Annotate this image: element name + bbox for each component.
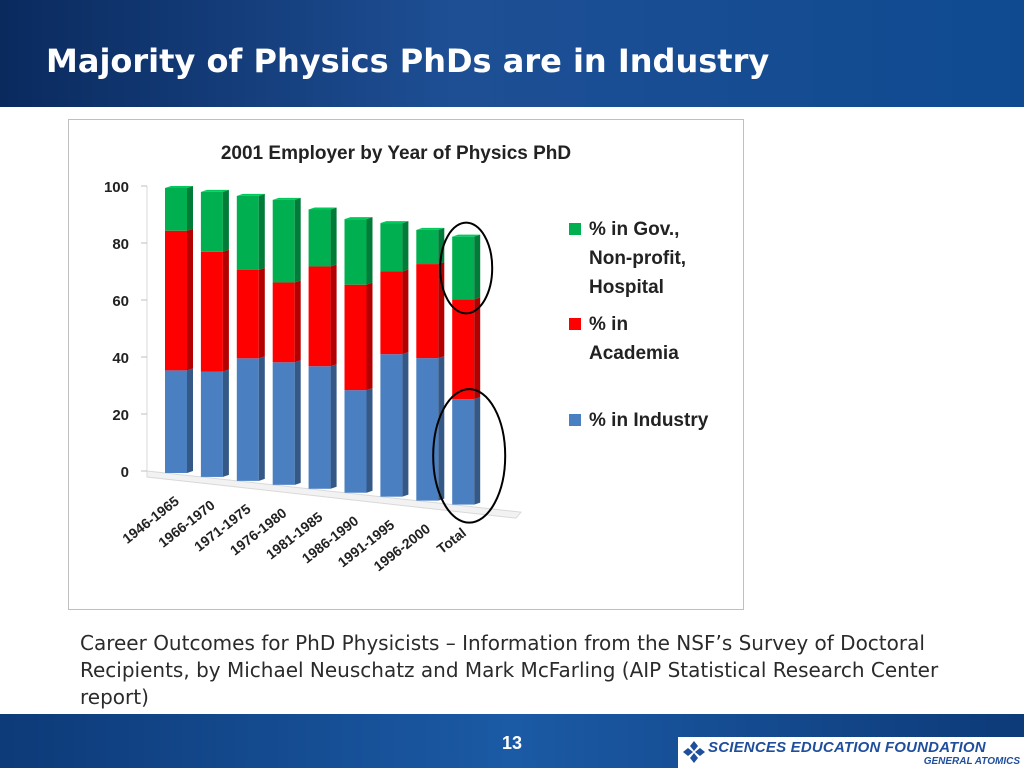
chart-panel: 2001 Employer by Year of Physics PhD 0 20 4… xyxy=(68,119,744,610)
bar-segment-side xyxy=(330,207,337,267)
x-tick-label: Total xyxy=(434,524,469,557)
bar-segment xyxy=(200,191,223,252)
bar-segment-side xyxy=(366,388,373,493)
logo-subname: GENERAL ATOMICS xyxy=(923,756,1020,767)
bar-segment xyxy=(380,223,403,272)
y-tick-label: 80 xyxy=(112,236,129,253)
bar-segment xyxy=(165,187,187,231)
bar-segment xyxy=(452,299,475,400)
bar-segment xyxy=(308,209,331,267)
bar-segment xyxy=(308,266,331,367)
bar-segment-side xyxy=(366,282,373,391)
y-tick-label: 100 xyxy=(104,179,129,196)
y-tick-label: 0 xyxy=(121,464,129,481)
bar-segment-side xyxy=(222,369,229,477)
legend-label: Hospital xyxy=(589,277,664,298)
bar-segment-side xyxy=(402,269,409,355)
bar-segment xyxy=(416,229,439,265)
y-tick-label: 20 xyxy=(112,407,129,424)
bar-top xyxy=(165,185,193,188)
bar-segment-side xyxy=(330,364,337,489)
bar-top xyxy=(236,193,265,196)
bar-segment-side xyxy=(258,356,265,481)
page-number: 13 xyxy=(501,733,523,753)
bar-segment-side xyxy=(438,356,445,501)
bar-segment xyxy=(452,236,475,300)
bar-top xyxy=(452,234,481,237)
legend-label: % in xyxy=(589,314,628,335)
bar-segment-side xyxy=(187,368,193,473)
bar-segment-side xyxy=(294,360,301,485)
y-tick-label: 40 xyxy=(112,350,129,367)
chart-title: 2001 Employer by Year of Physics PhD xyxy=(221,143,571,164)
bar-top xyxy=(200,189,229,192)
legend-label: % in Industry xyxy=(589,410,709,431)
bar-segment xyxy=(236,269,259,359)
bar-segment xyxy=(452,399,475,505)
bar-segment xyxy=(236,358,259,481)
bar-segment-side xyxy=(187,228,193,371)
bar-segment-side xyxy=(294,197,301,283)
bar-segment-side xyxy=(294,280,301,363)
legend-label: Non-profit, xyxy=(589,248,686,269)
bar-segment xyxy=(380,354,403,497)
bar-segment-side xyxy=(187,185,193,231)
bar-segment xyxy=(200,371,223,477)
bar-segment xyxy=(200,251,223,372)
bar-segment-side xyxy=(222,249,229,372)
slide-title: Majority of Physics PhDs are in Industry xyxy=(46,42,770,80)
bar-top xyxy=(308,207,337,210)
bar-segment-side xyxy=(474,397,481,505)
stacked-bar-chart: 2001 Employer by Year of Physics PhD 0 20 4… xyxy=(104,143,709,574)
bar-segment xyxy=(236,195,259,270)
y-tick-label: 60 xyxy=(112,293,129,310)
bar-segment xyxy=(308,366,331,489)
bar-segment xyxy=(416,264,439,359)
chart-floor xyxy=(146,470,522,519)
bar-segment-side xyxy=(402,221,409,272)
bar-segment xyxy=(165,230,187,371)
bar-segment-side xyxy=(474,297,481,400)
bar-segment-side xyxy=(330,264,337,367)
bar-top xyxy=(344,217,373,220)
bar-segment-side xyxy=(258,267,265,359)
foundation-logo: SCIENCES EDUCATION FOUNDATION GENERAL AT… xyxy=(678,737,1024,768)
logo-name: SCIENCES EDUCATION FOUNDATION xyxy=(708,739,986,756)
slide-header: Majority of Physics PhDs are in Industry xyxy=(0,0,1024,107)
bar-segment-side xyxy=(366,217,373,285)
bar-segment xyxy=(272,199,295,283)
bar-segment xyxy=(272,362,295,485)
chart-caption: Career Outcomes for PhD Physicists – Inf… xyxy=(80,631,939,709)
bar-segment-side xyxy=(402,352,409,497)
bar-segment-side xyxy=(258,193,265,270)
bar-segment-side xyxy=(474,234,481,300)
bar-segment-side xyxy=(438,227,445,265)
bar-segment xyxy=(344,390,367,493)
bar-segment xyxy=(344,219,367,285)
bar-top xyxy=(380,221,409,224)
bar-segment xyxy=(272,282,295,363)
annotation-circle-gov xyxy=(439,221,494,315)
logo-diamond-icon xyxy=(683,741,705,763)
bar-segment xyxy=(380,271,403,355)
annotation-circle-industry xyxy=(432,388,507,524)
bar-segment xyxy=(165,370,187,473)
bar-top xyxy=(272,197,301,200)
legend-swatch xyxy=(569,223,581,235)
bar-segment xyxy=(344,284,367,391)
legend-label: Academia xyxy=(589,343,679,364)
legend-label: % in Gov., xyxy=(589,219,679,240)
bar-top xyxy=(416,227,445,230)
legend-swatch xyxy=(569,318,581,330)
bar-segment-side xyxy=(222,189,229,252)
legend-swatch xyxy=(569,414,581,426)
